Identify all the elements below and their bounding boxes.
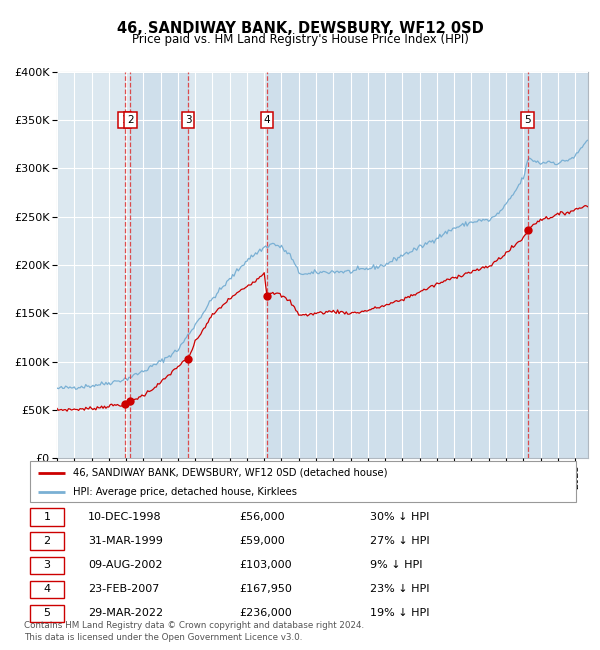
FancyBboxPatch shape <box>29 556 64 574</box>
Text: 09-AUG-2002: 09-AUG-2002 <box>88 560 163 570</box>
Text: This data is licensed under the Open Government Licence v3.0.: This data is licensed under the Open Gov… <box>24 632 302 642</box>
Text: £103,000: £103,000 <box>239 560 292 570</box>
Text: 9% ↓ HPI: 9% ↓ HPI <box>370 560 422 570</box>
Text: 23-FEB-2007: 23-FEB-2007 <box>88 584 160 594</box>
Text: 10-DEC-1998: 10-DEC-1998 <box>88 512 162 522</box>
Text: £167,950: £167,950 <box>239 584 292 594</box>
Text: 3: 3 <box>185 115 191 125</box>
Text: 4: 4 <box>263 115 270 125</box>
Text: 2: 2 <box>43 536 50 546</box>
FancyBboxPatch shape <box>30 462 576 502</box>
Text: HPI: Average price, detached house, Kirklees: HPI: Average price, detached house, Kirk… <box>73 487 296 497</box>
Text: £59,000: £59,000 <box>239 536 284 546</box>
Text: Price paid vs. HM Land Registry's House Price Index (HPI): Price paid vs. HM Land Registry's House … <box>131 32 469 46</box>
Text: 31-MAR-1999: 31-MAR-1999 <box>88 536 163 546</box>
FancyBboxPatch shape <box>29 532 64 550</box>
Text: 4: 4 <box>43 584 50 594</box>
Bar <box>527 72 588 458</box>
Text: 3: 3 <box>43 560 50 570</box>
Text: Contains HM Land Registry data © Crown copyright and database right 2024.: Contains HM Land Registry data © Crown c… <box>24 621 364 630</box>
FancyBboxPatch shape <box>29 508 64 526</box>
Text: 46, SANDIWAY BANK, DEWSBURY, WF12 0SD: 46, SANDIWAY BANK, DEWSBURY, WF12 0SD <box>116 21 484 36</box>
Text: 5: 5 <box>524 115 531 125</box>
Text: 27% ↓ HPI: 27% ↓ HPI <box>370 536 430 546</box>
Text: 5: 5 <box>43 608 50 618</box>
FancyBboxPatch shape <box>29 580 64 598</box>
Text: 19% ↓ HPI: 19% ↓ HPI <box>370 608 430 618</box>
Text: 1: 1 <box>121 115 128 125</box>
Bar <box>267 72 527 458</box>
FancyBboxPatch shape <box>29 604 64 622</box>
Text: £236,000: £236,000 <box>239 608 292 618</box>
Text: 46, SANDIWAY BANK, DEWSBURY, WF12 0SD (detached house): 46, SANDIWAY BANK, DEWSBURY, WF12 0SD (d… <box>73 468 387 478</box>
Text: 23% ↓ HPI: 23% ↓ HPI <box>370 584 430 594</box>
Text: £56,000: £56,000 <box>239 512 284 522</box>
Text: 1: 1 <box>43 512 50 522</box>
Bar <box>130 72 188 458</box>
Text: 2: 2 <box>127 115 134 125</box>
Text: 29-MAR-2022: 29-MAR-2022 <box>88 608 163 618</box>
Text: 30% ↓ HPI: 30% ↓ HPI <box>370 512 430 522</box>
